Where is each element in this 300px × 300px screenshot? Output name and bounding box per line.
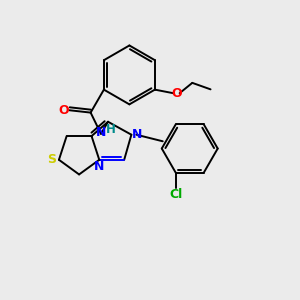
Text: O: O <box>58 104 69 117</box>
Text: N: N <box>131 128 142 141</box>
Text: Cl: Cl <box>169 188 182 201</box>
Text: H: H <box>106 123 116 136</box>
Text: S: S <box>47 153 56 166</box>
Text: N: N <box>94 160 104 173</box>
Text: O: O <box>172 87 182 100</box>
Text: N: N <box>95 126 106 139</box>
